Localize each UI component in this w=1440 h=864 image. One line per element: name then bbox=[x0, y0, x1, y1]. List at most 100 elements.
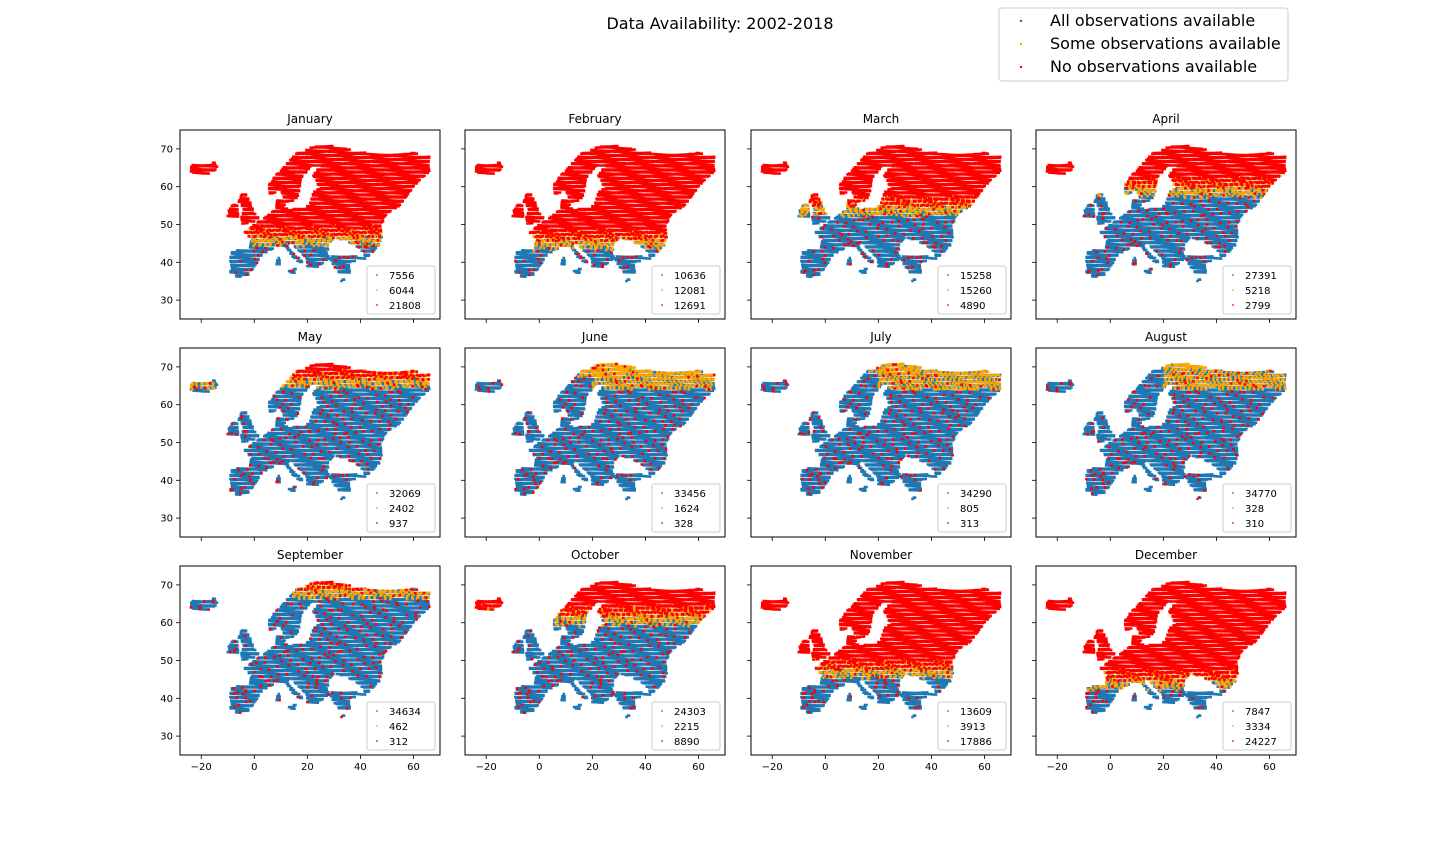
legend-marker bbox=[947, 507, 949, 509]
y-tick-label: 30 bbox=[160, 296, 173, 307]
legend-count: 4890 bbox=[960, 301, 985, 312]
scatter-points bbox=[189, 362, 431, 501]
subplot-title: March bbox=[863, 112, 900, 126]
subplot-legend: 34290 805 313 bbox=[937, 483, 1007, 533]
legend-marker bbox=[947, 289, 949, 291]
y-tick-label: 60 bbox=[160, 400, 173, 411]
legend-marker bbox=[376, 740, 378, 742]
legend-count: 1624 bbox=[674, 504, 699, 515]
scatter-points bbox=[474, 362, 716, 501]
figure-legend-marker-some bbox=[1019, 42, 1023, 46]
scatter-points bbox=[189, 580, 431, 719]
legend-marker bbox=[947, 710, 949, 712]
y-tick-label: 50 bbox=[160, 656, 173, 667]
legend-marker bbox=[1232, 274, 1234, 276]
subplot-legend-frame bbox=[937, 701, 1007, 751]
subplot-legend: 34634 462 312 bbox=[366, 701, 436, 751]
subplot-october: October −20 0 20 40 60 24303 2215 8890 bbox=[461, 548, 726, 773]
legend-count: 8890 bbox=[674, 737, 699, 748]
x-tick-label: 20 bbox=[1157, 762, 1170, 773]
legend-marker bbox=[376, 304, 378, 306]
legend-marker bbox=[661, 710, 663, 712]
scatter-points bbox=[474, 144, 716, 283]
figure-title: Data Availability: 2002-2018 bbox=[606, 14, 833, 33]
y-tick-label: 70 bbox=[160, 362, 173, 373]
x-tick-label: 20 bbox=[586, 762, 599, 773]
subplot-legend: 27391 5218 2799 bbox=[1222, 265, 1292, 315]
subplot-title: July bbox=[869, 330, 892, 344]
legend-marker bbox=[661, 492, 663, 494]
subplot-legend-frame bbox=[651, 701, 721, 751]
legend-count: 2215 bbox=[674, 722, 699, 733]
x-tick-label: 60 bbox=[407, 762, 420, 773]
subplot-april: April 27391 5218 2799 bbox=[1032, 112, 1297, 323]
x-tick-label: −20 bbox=[1047, 762, 1068, 773]
legend-marker bbox=[1232, 492, 1234, 494]
legend-count: 13609 bbox=[960, 707, 992, 718]
legend-marker bbox=[1232, 725, 1234, 727]
subplot-title: November bbox=[850, 548, 912, 562]
subplot-legend: 24303 2215 8890 bbox=[651, 701, 721, 751]
subplot-legend-frame bbox=[1222, 483, 1292, 533]
x-tick-label: 0 bbox=[822, 762, 828, 773]
subplot-september: September −20 0 20 40 60 30 40 50 60 70 34634 462 312 bbox=[160, 548, 441, 773]
subplot-legend: 7847 3334 24227 bbox=[1222, 701, 1292, 751]
legend-marker bbox=[947, 522, 949, 524]
scatter-points bbox=[1045, 580, 1287, 719]
scatter-points bbox=[189, 144, 431, 283]
legend-marker bbox=[661, 274, 663, 276]
x-tick-label: −20 bbox=[476, 762, 497, 773]
x-tick-label: −20 bbox=[762, 762, 783, 773]
subplot-legend-frame bbox=[937, 483, 1007, 533]
x-tick-label: 40 bbox=[639, 762, 652, 773]
legend-count: 12081 bbox=[674, 286, 706, 297]
legend-marker bbox=[376, 522, 378, 524]
figure-legend-frame bbox=[998, 7, 1289, 82]
legend-count: 17886 bbox=[960, 737, 992, 748]
legend-count: 2402 bbox=[389, 504, 414, 515]
subplot-title: May bbox=[298, 330, 323, 344]
subplot-july: July 34290 805 313 bbox=[747, 330, 1012, 541]
y-tick-label: 50 bbox=[160, 220, 173, 231]
legend-count: 10636 bbox=[674, 271, 706, 282]
subplot-title: February bbox=[568, 112, 621, 126]
scatter-points bbox=[760, 362, 1002, 501]
legend-count: 3334 bbox=[1245, 722, 1270, 733]
x-tick-label: 60 bbox=[1263, 762, 1276, 773]
y-tick-label: 40 bbox=[160, 476, 173, 487]
legend-count: 34634 bbox=[389, 707, 421, 718]
subplot-title: April bbox=[1152, 112, 1179, 126]
legend-count: 937 bbox=[389, 519, 408, 530]
y-tick-label: 30 bbox=[160, 514, 173, 525]
x-tick-label: 60 bbox=[692, 762, 705, 773]
legend-count: 27391 bbox=[1245, 271, 1277, 282]
legend-count: 7556 bbox=[389, 271, 414, 282]
legend-marker bbox=[661, 740, 663, 742]
subplot-legend: 34770 328 310 bbox=[1222, 483, 1292, 533]
legend-count: 312 bbox=[389, 737, 408, 748]
legend-count: 462 bbox=[389, 722, 408, 733]
subplot-grid: January 30 40 50 60 70 7556 6044 21808 February 10… bbox=[160, 112, 1297, 773]
subplot-legend: 13609 3913 17886 bbox=[937, 701, 1007, 751]
x-tick-label: 0 bbox=[536, 762, 542, 773]
x-tick-label: 0 bbox=[1107, 762, 1113, 773]
y-tick-label: 40 bbox=[160, 258, 173, 269]
legend-count: 7847 bbox=[1245, 707, 1270, 718]
scatter-points bbox=[1045, 362, 1287, 501]
y-tick-label: 40 bbox=[160, 694, 173, 705]
legend-marker bbox=[376, 274, 378, 276]
subplot-title: August bbox=[1145, 330, 1187, 344]
scatter-points bbox=[760, 144, 1002, 283]
y-tick-label: 70 bbox=[160, 580, 173, 591]
subplot-legend: 7556 6044 21808 bbox=[366, 265, 436, 315]
x-tick-label: −20 bbox=[191, 762, 212, 773]
legend-count: 34290 bbox=[960, 489, 992, 500]
legend-count: 15258 bbox=[960, 271, 992, 282]
legend-marker bbox=[376, 725, 378, 727]
y-tick-label: 30 bbox=[160, 732, 173, 743]
scatter-points bbox=[760, 580, 1002, 719]
subplot-title: January bbox=[286, 112, 333, 126]
x-tick-label: 20 bbox=[301, 762, 314, 773]
subplot-legend: 15258 15260 4890 bbox=[937, 265, 1007, 315]
subplot-title: September bbox=[277, 548, 343, 562]
